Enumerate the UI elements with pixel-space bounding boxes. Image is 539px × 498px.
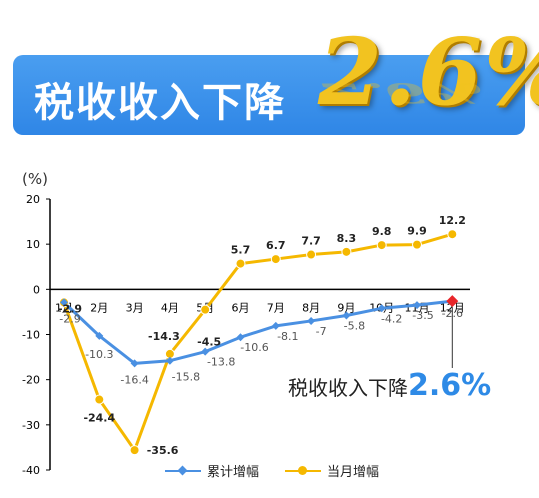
point-monthly	[341, 246, 352, 257]
point-cumulative	[95, 331, 104, 340]
data-label-monthly: 7.7	[301, 235, 321, 248]
series-line-cumulative	[62, 299, 453, 365]
callout-number: 2.6%	[408, 368, 492, 403]
point-cumulative	[236, 333, 245, 342]
point-monthly	[235, 258, 246, 269]
title-banner	[13, 55, 525, 135]
y-tick-label: -10	[22, 329, 40, 342]
point-cumulative	[165, 356, 174, 365]
y-tick-label: 0	[33, 283, 40, 296]
data-label-monthly: 5.7	[231, 244, 251, 257]
legend-item-cumulative: 累计增幅	[165, 461, 259, 480]
data-label-cumulative: -2.6	[442, 307, 463, 320]
point-monthly	[306, 249, 317, 260]
callout-text: 税收收入下降	[288, 376, 408, 400]
y-tick-label: 20	[26, 193, 40, 206]
data-label-monthly: 9.9	[407, 225, 427, 238]
x-tick-label: 4月	[161, 301, 179, 314]
data-label-monthly: -2.9	[58, 302, 82, 315]
y-axis-unit: (%)	[22, 170, 48, 188]
data-label-monthly: -24.4	[83, 412, 115, 425]
x-tick-label: 8月	[302, 301, 320, 314]
point-monthly	[129, 445, 140, 456]
data-labels: -2.9 -24.4 -35.6 -14.3 -4.5 5.7 6.7 7.7 8.3 9.8 9.…	[58, 214, 466, 457]
point-cumulative	[60, 298, 68, 307]
data-label-cumulative: -3.5	[412, 309, 433, 322]
series-markers	[59, 229, 459, 456]
point-cumulative	[342, 311, 351, 320]
data-label-monthly: -35.6	[147, 444, 179, 457]
legend-label-cumulative: 累计增幅	[207, 465, 260, 480]
x-tick-label: 7月	[267, 301, 285, 314]
data-label-cumulative: -10.3	[85, 348, 113, 361]
legend-swatch-cumulative	[165, 465, 201, 477]
legend-swatch-monthly	[285, 465, 322, 477]
point-monthly	[447, 229, 458, 240]
point-monthly	[270, 254, 281, 265]
point-cumulative	[413, 301, 421, 310]
y-tick-label: 10	[26, 238, 40, 251]
data-label-cumulative: -16.4	[120, 373, 148, 386]
point-monthly	[412, 239, 422, 250]
point-cumulative	[201, 347, 210, 356]
data-label-monthly: 9.8	[372, 225, 392, 238]
data-label-cumulative: -2.9	[59, 312, 80, 325]
data-label-cumulative: -10.6	[240, 341, 268, 354]
data-label-cumulative: -5.8	[344, 320, 365, 333]
data-label-cumulative: -7	[316, 325, 327, 338]
data-label-monthly: 8.3	[337, 232, 357, 245]
x-tick-label: 6月	[232, 301, 250, 314]
point-cumulative-highlight	[446, 295, 459, 308]
point-cumulative	[377, 304, 386, 313]
legend: 累计增幅 当月增幅	[165, 461, 379, 480]
data-label-cumulative: -8.1	[277, 330, 298, 343]
y-tick-label: -30	[22, 419, 40, 432]
point-monthly	[94, 394, 105, 405]
data-label-monthly: 12.2	[439, 214, 466, 227]
banner-title: 税收收入下降	[34, 80, 286, 126]
data-label-cumulative: -15.8	[172, 371, 200, 384]
data-label-cumulative: -4.2	[381, 312, 402, 325]
legend-item-monthly: 当月增幅	[285, 461, 379, 480]
series-lines	[62, 232, 453, 452]
series-line-monthly	[62, 232, 453, 452]
data-label-cumulative: -13.8	[207, 356, 235, 369]
x-tick-label: 9月	[337, 301, 355, 314]
point-cumulative	[271, 321, 280, 330]
y-tick-label: -40	[22, 464, 40, 477]
legend-label-monthly: 当月增幅	[327, 465, 380, 480]
point-monthly	[376, 240, 387, 251]
point-cumulative	[130, 359, 139, 368]
data-label-monthly: -4.5	[197, 336, 221, 349]
x-tick-label: 3月	[126, 301, 144, 314]
point-cumulative	[307, 316, 316, 325]
y-tick-label: -20	[22, 374, 40, 387]
callout: 税收收入下降2.6%	[288, 368, 491, 403]
x-tick-label: 2月	[90, 301, 108, 314]
banner-number: 2.6%	[318, 18, 539, 126]
data-label-monthly: 6.7	[266, 239, 286, 252]
point-monthly	[200, 304, 211, 315]
data-label-monthly: -14.3	[148, 330, 180, 343]
